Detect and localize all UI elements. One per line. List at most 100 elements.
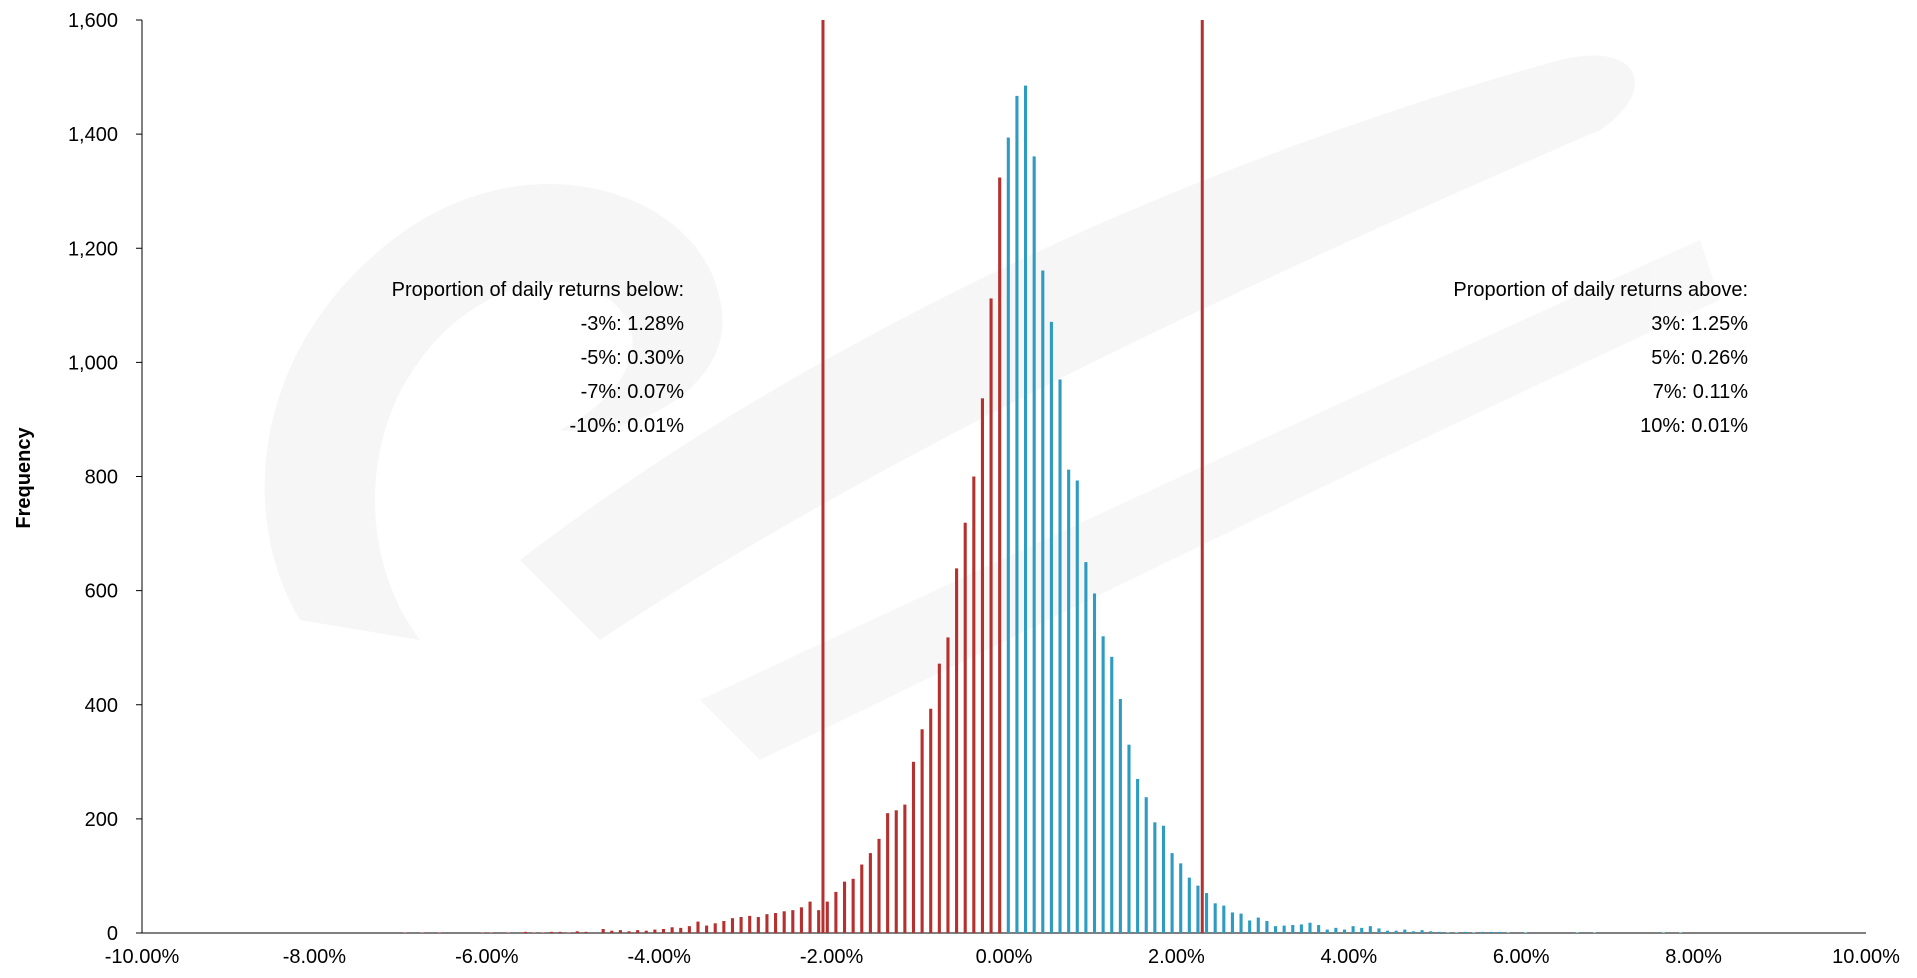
y-tick-label: 1,200 bbox=[68, 238, 118, 260]
histogram-bar bbox=[860, 864, 864, 933]
histogram-bar bbox=[1273, 926, 1278, 933]
histogram-bar bbox=[1429, 931, 1433, 933]
histogram-bar bbox=[627, 931, 631, 933]
annotation-below: Proportion of daily returns below: -3%: … bbox=[392, 279, 685, 437]
histogram-bar bbox=[679, 927, 683, 933]
histogram-bar bbox=[1498, 931, 1502, 933]
histogram-bar bbox=[403, 932, 407, 933]
x-tick-label: 4.00% bbox=[1320, 946, 1377, 968]
histogram-bar bbox=[1325, 929, 1329, 933]
histogram-bar bbox=[911, 761, 916, 933]
histogram-bar bbox=[532, 932, 536, 933]
histogram-bar bbox=[1661, 932, 1665, 933]
histogram-bar bbox=[955, 568, 959, 933]
histogram-bar bbox=[644, 930, 648, 933]
histogram-bar bbox=[1420, 930, 1424, 933]
histogram-bar bbox=[825, 901, 829, 933]
y-tick-label: 800 bbox=[85, 467, 118, 489]
annotation-above-row: 7%: 0.11% bbox=[1653, 381, 1748, 403]
annotation-below-heading: Proportion of daily returns below: bbox=[392, 279, 684, 301]
histogram-bar bbox=[506, 932, 510, 933]
histogram-bar bbox=[653, 929, 657, 933]
annotation-above-row: 10%: 0.01% bbox=[1640, 415, 1748, 437]
histogram-bar bbox=[1472, 932, 1476, 933]
histogram-bar bbox=[963, 522, 967, 933]
histogram-bar bbox=[998, 177, 1002, 933]
histogram-bar bbox=[817, 910, 821, 933]
histogram-bar bbox=[774, 913, 778, 933]
histogram-bar bbox=[489, 932, 493, 933]
histogram-bar bbox=[929, 708, 933, 933]
x-tick-label: 10.00% bbox=[1832, 946, 1900, 968]
histogram-bar bbox=[1161, 825, 1166, 933]
histogram-bar bbox=[851, 878, 855, 933]
histogram-bar bbox=[575, 931, 579, 933]
histogram-bar bbox=[1454, 932, 1459, 933]
histogram-bar bbox=[524, 931, 528, 933]
annotation-below-row: -7%: 0.07% bbox=[581, 381, 685, 403]
histogram-bar bbox=[670, 927, 674, 933]
histogram-bar bbox=[1187, 877, 1191, 933]
histogram-bar bbox=[886, 813, 890, 933]
histogram-bar bbox=[1110, 656, 1114, 933]
histogram-bar bbox=[713, 923, 717, 933]
histogram-bar bbox=[1523, 932, 1528, 933]
histogram-bars bbox=[403, 85, 1683, 934]
histogram-bar bbox=[1592, 932, 1597, 933]
histogram-bar bbox=[558, 931, 562, 933]
histogram-bar bbox=[1575, 932, 1579, 933]
y-axis-title: Frequency bbox=[13, 427, 35, 529]
annotation-below-row: -10%: 0.01% bbox=[569, 415, 684, 437]
y-tick-label: 1,600 bbox=[68, 10, 118, 32]
histogram-bar bbox=[584, 931, 588, 933]
y-tick-label: 0 bbox=[107, 923, 118, 945]
histogram-bar bbox=[1136, 778, 1140, 933]
histogram-bar bbox=[420, 932, 424, 933]
histogram-bar bbox=[1179, 863, 1183, 933]
histogram-bar bbox=[1015, 95, 1019, 933]
y-tick-label: 1,400 bbox=[68, 124, 118, 146]
histogram-bar bbox=[1075, 480, 1079, 933]
histogram-bar bbox=[1334, 927, 1338, 933]
histogram-bar bbox=[567, 932, 571, 933]
histogram-bar bbox=[636, 930, 640, 933]
histogram-bar bbox=[549, 931, 554, 933]
histogram-bar bbox=[842, 881, 847, 933]
histogram-bar bbox=[480, 932, 485, 933]
x-tick-label: 8.00% bbox=[1665, 946, 1722, 968]
y-tick-label: 400 bbox=[85, 695, 118, 717]
annotation-above-row: 3%: 1.25% bbox=[1651, 313, 1748, 335]
histogram-bar bbox=[1342, 929, 1347, 933]
histogram-bar bbox=[1041, 270, 1045, 933]
histogram-bar bbox=[610, 930, 614, 933]
histogram-bar bbox=[1127, 744, 1131, 933]
histogram-bar bbox=[894, 810, 898, 933]
histogram-bar bbox=[1480, 931, 1484, 933]
histogram-bar bbox=[696, 921, 700, 933]
y-axis-ticks: 0 200 400 600 800 1,000 1,200 1,400 1,600 bbox=[68, 10, 142, 945]
histogram-bar bbox=[1239, 913, 1243, 933]
histogram-bar bbox=[1489, 931, 1493, 933]
histogram-bar bbox=[808, 901, 812, 933]
histogram-bar bbox=[782, 911, 786, 933]
histogram-bar bbox=[1101, 636, 1105, 933]
x-tick-label: 2.00% bbox=[1148, 946, 1205, 968]
histogram-bar bbox=[946, 637, 950, 933]
histogram-bar bbox=[1153, 822, 1157, 933]
histogram-bar bbox=[1213, 903, 1217, 933]
histogram-bar bbox=[1446, 932, 1450, 933]
histogram-bar bbox=[1058, 379, 1062, 933]
histogram-bar bbox=[730, 918, 735, 933]
histogram-bar bbox=[1437, 931, 1441, 933]
x-tick-label: 6.00% bbox=[1493, 946, 1550, 968]
histogram-bar bbox=[1299, 924, 1303, 933]
histogram-bar bbox=[1282, 925, 1286, 933]
annotation-below-row: -3%: 1.28% bbox=[581, 313, 685, 335]
histogram-bar bbox=[1394, 930, 1398, 933]
histogram-bar bbox=[1049, 321, 1053, 934]
histogram-bar bbox=[834, 891, 838, 933]
histogram-bar bbox=[1084, 562, 1088, 933]
threshold-lines bbox=[821, 20, 1204, 933]
histogram-bar bbox=[748, 915, 752, 933]
